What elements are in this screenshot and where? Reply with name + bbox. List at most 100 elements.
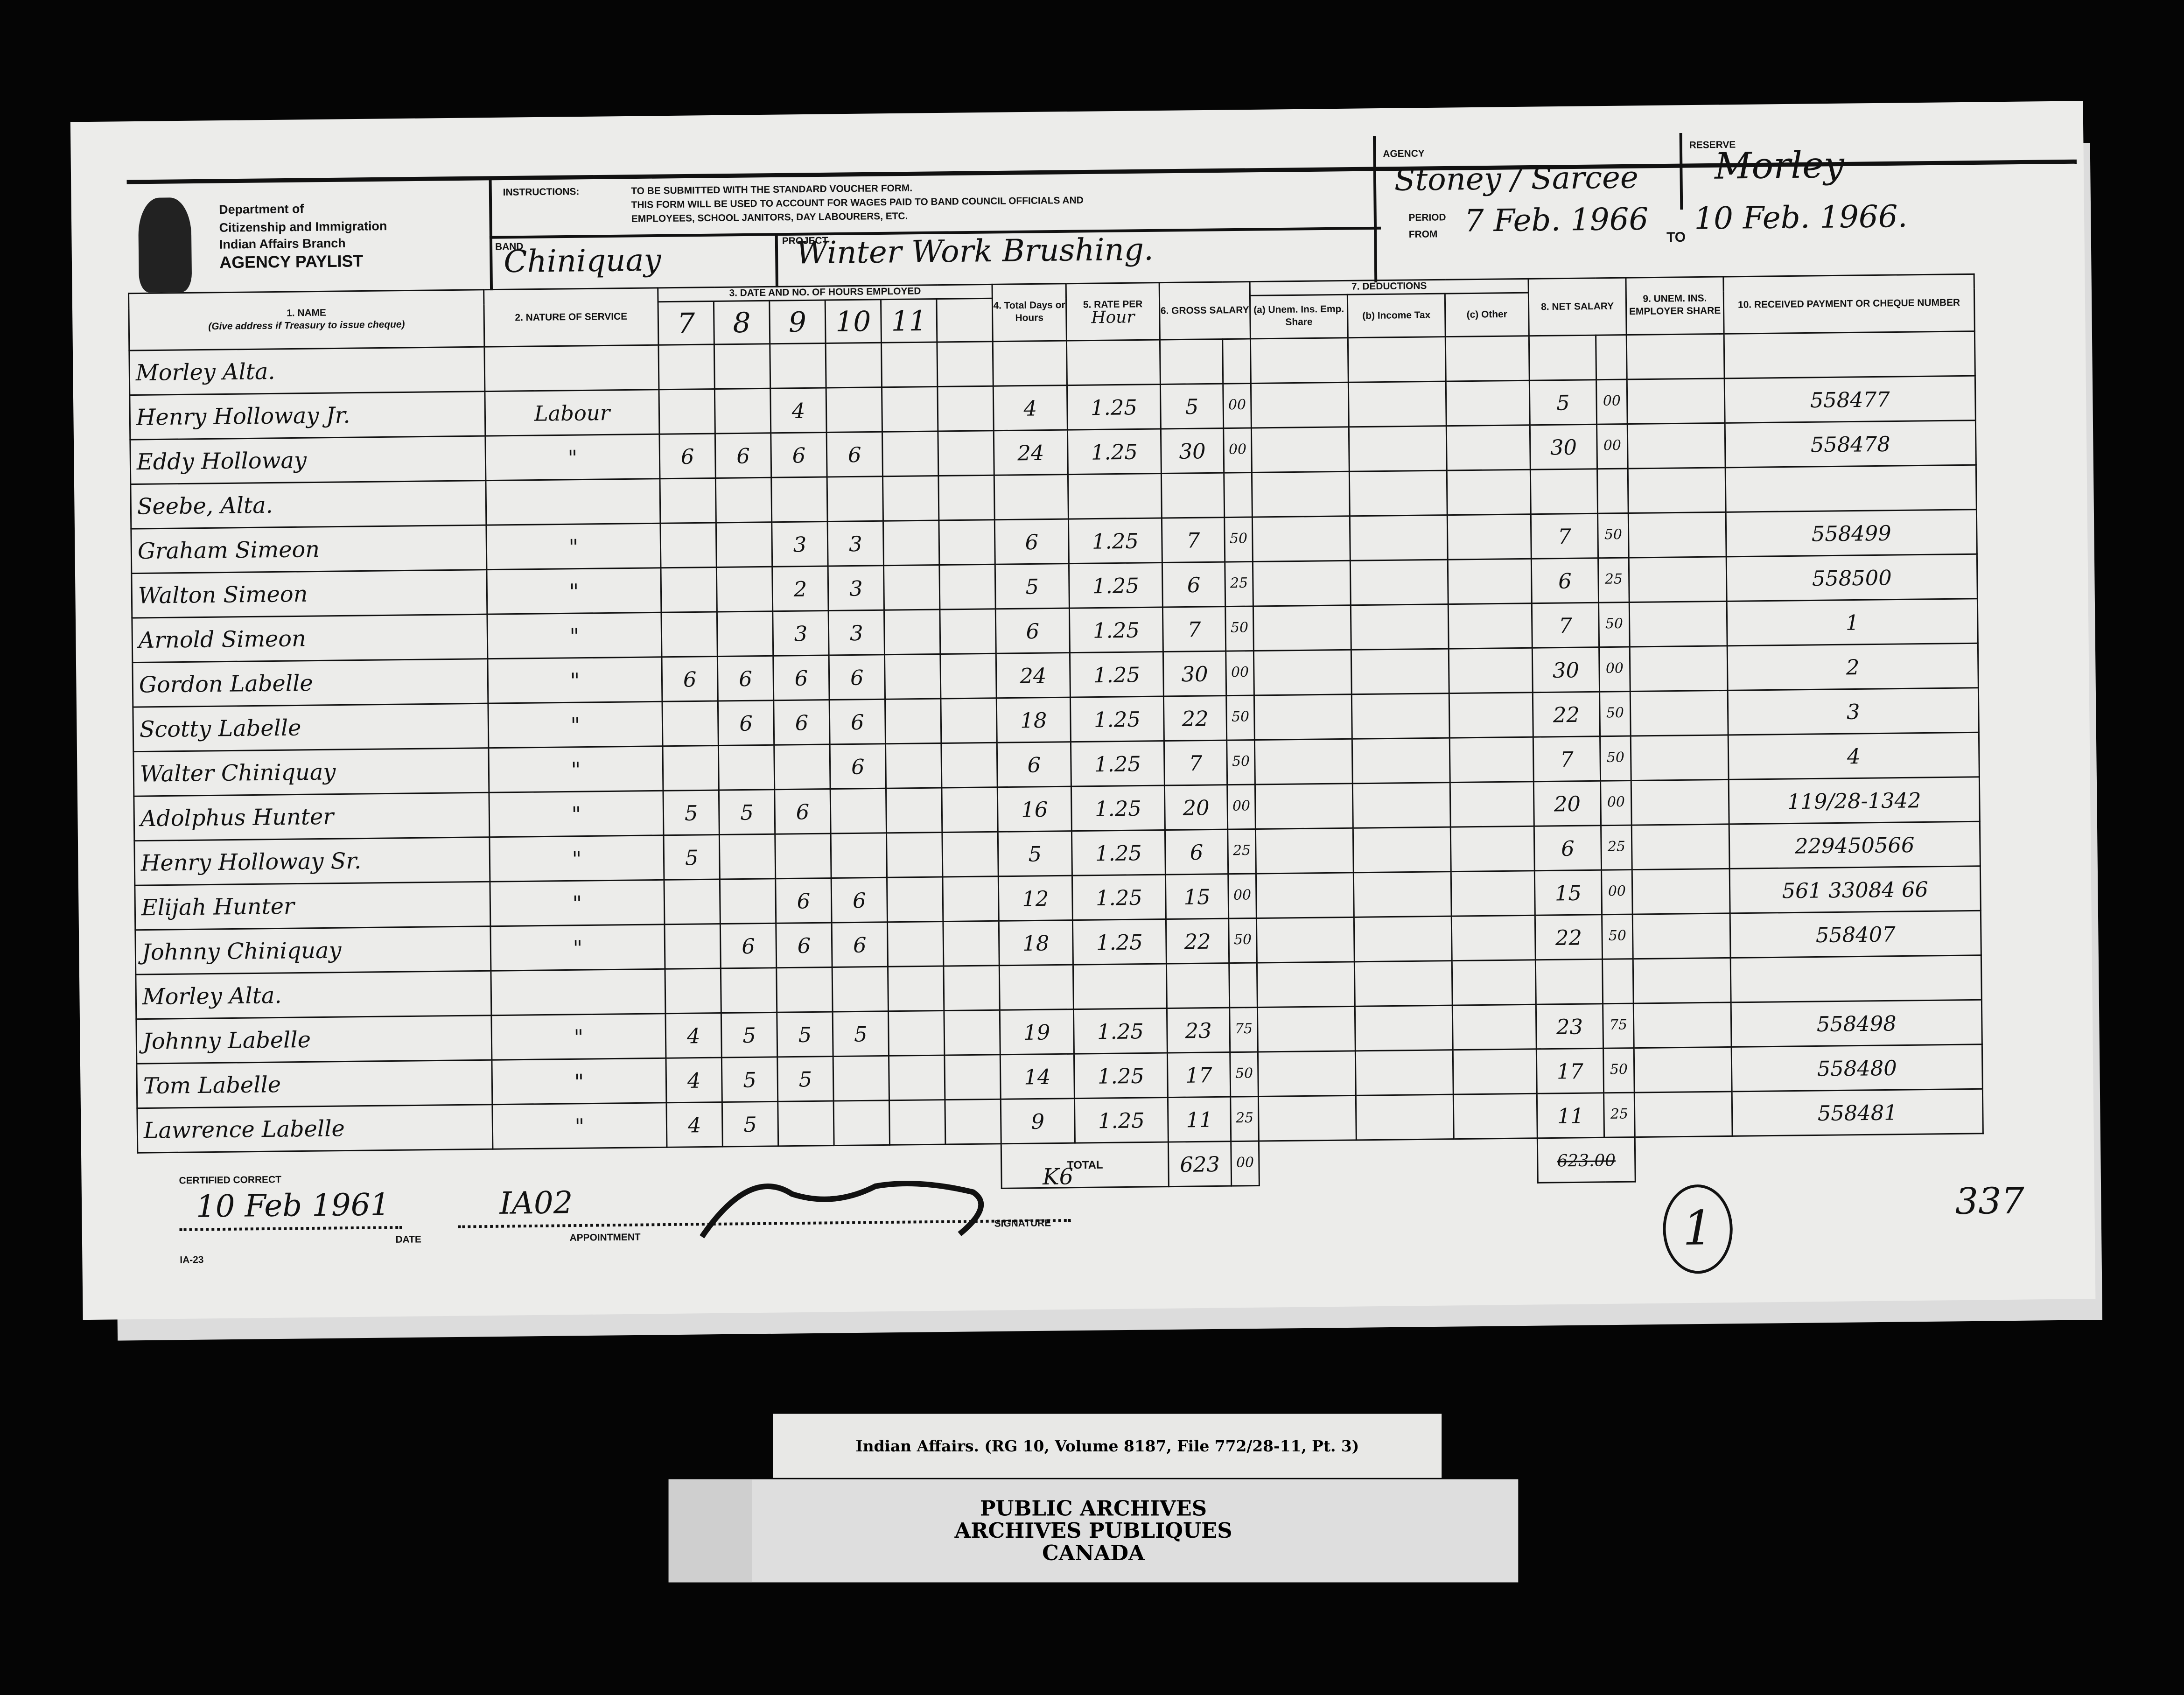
certified-date: 10 Feb 1961	[196, 1188, 390, 1226]
total-gross-cents: 00	[1231, 1141, 1260, 1186]
unem-employer-share	[1626, 334, 1725, 380]
nature-of-service: "	[491, 1013, 666, 1060]
hours-extra	[940, 653, 997, 699]
form-title: AGENCY PAYLIST	[219, 250, 364, 272]
net-cents: 50	[1602, 914, 1633, 960]
ded-other	[1450, 781, 1534, 827]
rate: 1.25	[1071, 785, 1165, 831]
employee-name: Walter Chiniquay	[133, 748, 489, 797]
hours-extra	[942, 832, 999, 877]
coat-of-arms-icon	[138, 197, 192, 293]
employee-name: Adolphus Hunter	[133, 792, 490, 841]
unem-employer-share	[1627, 378, 1725, 424]
net-dollars	[1535, 959, 1603, 1005]
unem-employer-share	[1631, 735, 1729, 781]
from-label: FROM	[1408, 230, 1438, 240]
hours-day-11	[889, 1055, 945, 1100]
hours-day-8: 5	[721, 1012, 777, 1058]
gross-dollars: 7	[1162, 606, 1226, 652]
nature-of-service: "	[486, 567, 661, 615]
department-block: Department of Citizenship and Immigratio…	[219, 199, 387, 272]
unem-employer-share	[1629, 601, 1728, 647]
nature-of-service: "	[487, 612, 662, 659]
hours-day-11	[881, 342, 938, 387]
hours-extra	[944, 1010, 1001, 1056]
unem-employer-share	[1633, 958, 1731, 1004]
rate: 1.25	[1071, 830, 1166, 876]
total-net: 623.00	[1537, 1137, 1636, 1183]
hours-extra	[941, 742, 998, 788]
hours-day-11	[882, 431, 938, 476]
nature-of-service: "	[490, 880, 665, 926]
hours-day-7: 4	[665, 1058, 722, 1103]
hours-day-8: 6	[720, 923, 777, 969]
cheque-number: 2	[1727, 643, 1979, 691]
hours-day-8	[714, 343, 770, 389]
col-ded-income-tax: (b) Income Tax	[1347, 294, 1446, 338]
dept-line-1: Department of	[219, 202, 304, 217]
hours-day-7: 6	[661, 656, 718, 702]
cheque-number: 561 33084 66	[1729, 866, 1981, 913]
ded-income-tax	[1353, 827, 1451, 873]
hours-day-9: 3	[772, 610, 829, 656]
certified-correct-label: CERTIFIED CORRECT	[179, 1176, 282, 1187]
archive-stamp: PUBLIC ARCHIVES ARCHIVES PUBLIQUES CANAD…	[668, 1479, 1519, 1583]
hours-day-7	[664, 924, 721, 969]
hours-day-8	[715, 477, 772, 523]
gross-dollars: 15	[1165, 874, 1229, 919]
spacer	[1259, 1138, 1538, 1186]
ded-unem	[1253, 650, 1352, 695]
total-hours: 5	[998, 831, 1072, 876]
hours-day-11	[882, 476, 939, 521]
rate: 1.25	[1073, 1008, 1168, 1054]
rate	[1073, 964, 1167, 1009]
total-gross-dollars: 623	[1168, 1141, 1232, 1187]
net-cents: 00	[1601, 869, 1633, 915]
employee-name: Henry Holloway Sr.	[134, 837, 490, 886]
hours-day-8	[719, 834, 776, 880]
hours-day-8: 6	[717, 656, 774, 701]
nature-of-service: "	[491, 1058, 666, 1105]
total-hours: 24	[994, 430, 1068, 476]
hours-day-8	[716, 567, 773, 612]
paylist-table: 1. NAME (Give address if Treasury to issu…	[128, 273, 1984, 1198]
cheque-number: 558407	[1730, 911, 1981, 958]
ded-income-tax	[1349, 426, 1447, 472]
hours-day-7	[662, 701, 719, 746]
unem-employer-share	[1631, 779, 1729, 826]
nature-of-service: "	[488, 746, 663, 793]
ded-unem	[1254, 694, 1352, 740]
ded-unem	[1258, 1095, 1357, 1142]
gross-dollars: 22	[1163, 695, 1227, 741]
ded-income-tax	[1350, 515, 1448, 561]
hours-day-9: 6	[774, 789, 831, 834]
gross-dollars: 20	[1164, 784, 1228, 830]
cheque-number: 229450566	[1729, 821, 1981, 869]
total-hours: 18	[999, 920, 1073, 966]
rate: 1.25	[1070, 696, 1164, 742]
hours-day-7: 5	[663, 834, 720, 880]
ded-income-tax	[1351, 604, 1449, 650]
hours-day-10	[833, 1056, 889, 1101]
date-day	[936, 298, 993, 342]
net-cents: 75	[1603, 1003, 1634, 1049]
hours-day-8: 6	[715, 433, 771, 478]
ded-income-tax	[1354, 960, 1453, 1007]
total-hours: 9	[1001, 1098, 1075, 1144]
hours-day-9: 6	[773, 700, 830, 745]
hours-day-11	[882, 386, 938, 432]
hours-day-7	[661, 612, 718, 657]
ded-income-tax	[1352, 738, 1450, 784]
ded-other	[1449, 692, 1533, 738]
hours-day-10: 6	[830, 743, 886, 789]
gross-dollars: 11	[1168, 1097, 1231, 1142]
nature-of-service: "	[486, 523, 661, 570]
ded-other	[1448, 559, 1532, 604]
ded-other	[1449, 648, 1533, 693]
ded-other	[1449, 737, 1534, 783]
gross-dollars	[1166, 963, 1230, 1009]
hours-day-10: 6	[831, 877, 888, 923]
ded-income-tax	[1349, 470, 1448, 516]
rate: 1.25	[1070, 651, 1164, 698]
nature-of-service: "	[489, 791, 664, 837]
